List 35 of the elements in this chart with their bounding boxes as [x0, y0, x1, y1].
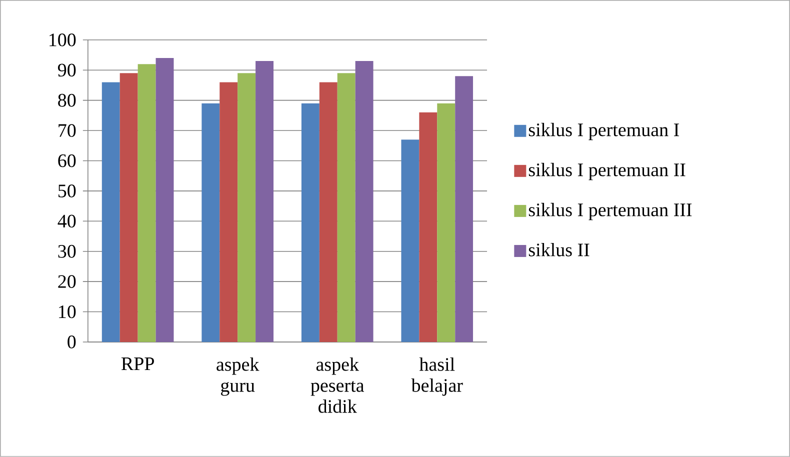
- y-tick-label: 90: [58, 64, 76, 77]
- y-tick-label: 0: [68, 336, 76, 348]
- bar: [455, 76, 474, 342]
- bar: [437, 103, 456, 342]
- bar: [419, 112, 438, 342]
- bar: [138, 64, 156, 342]
- bar: [319, 82, 338, 342]
- y-tick-label: 70: [58, 124, 76, 137]
- y-tick-label: 40: [58, 214, 76, 228]
- bar: [156, 58, 174, 342]
- y-tick-label: 30: [58, 244, 76, 258]
- legend-label: siklus I pertemuan I: [528, 122, 679, 140]
- bar: [120, 73, 138, 342]
- bar: [102, 82, 120, 342]
- x-tick-label: aspek guru: [216, 358, 260, 396]
- legend-label: siklus I pertemuan II: [528, 162, 686, 180]
- bar: [301, 103, 320, 342]
- y-tick-label: 80: [58, 94, 76, 107]
- bar: [202, 103, 220, 342]
- y-tick-label: 60: [58, 154, 76, 168]
- legend-label: siklus I pertemuan III: [528, 202, 692, 220]
- bar: [401, 140, 420, 342]
- y-tick-label: 100: [50, 34, 76, 46]
- x-tick-label: RPP: [121, 358, 154, 370]
- x-tick-label: aspek peserta didik: [310, 358, 364, 413]
- bar: [238, 73, 256, 342]
- y-tick-label: 20: [58, 275, 76, 288]
- legend-label: siklus II: [528, 243, 590, 256]
- bar: [220, 82, 238, 342]
- y-tick-label: 50: [58, 184, 76, 198]
- y-tick-label: 10: [59, 305, 76, 318]
- bar: [337, 73, 356, 342]
- x-tick-label: hasil belajar: [411, 358, 463, 396]
- bar: [256, 61, 274, 342]
- bar: [355, 61, 374, 342]
